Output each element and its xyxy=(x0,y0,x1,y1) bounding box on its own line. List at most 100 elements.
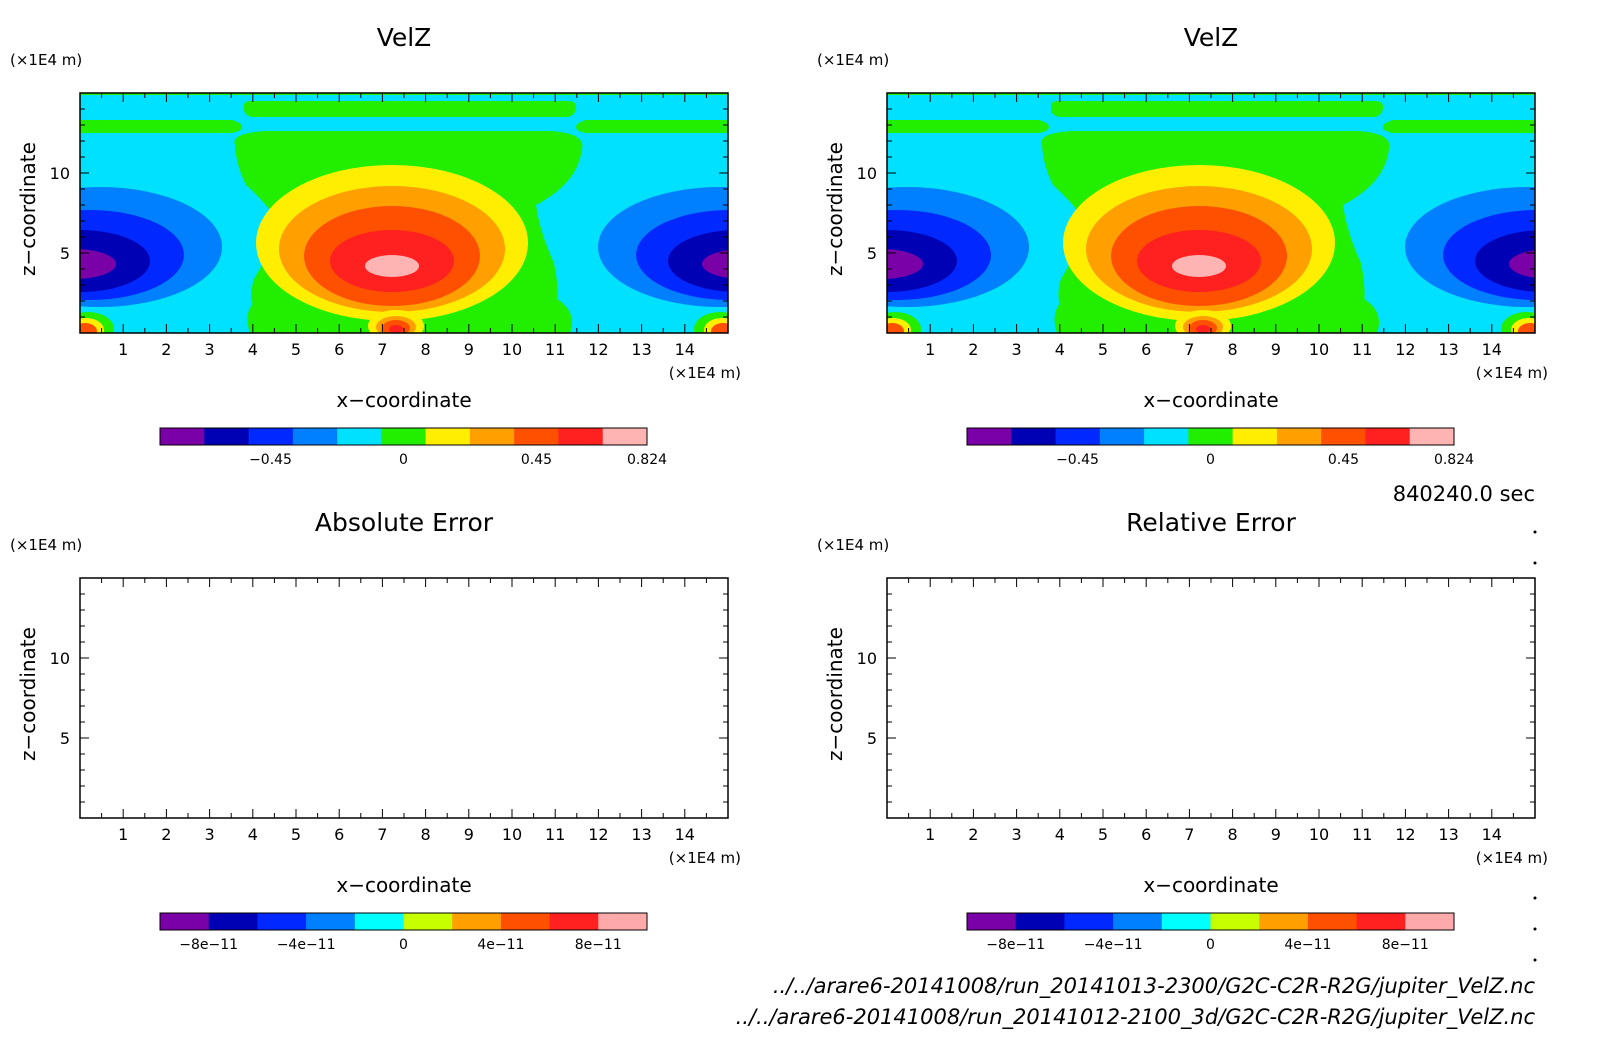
y-axis-label: z−coordinate xyxy=(16,142,40,276)
x-unit-label: (×1E4 m) xyxy=(1476,364,1548,382)
colorbar-tick-label: −4e−11 xyxy=(277,937,336,953)
field-band-upper-mid xyxy=(244,101,576,117)
x-tick-label: 5 xyxy=(1098,340,1108,359)
colorbar-tick-label: −8e−11 xyxy=(179,937,238,953)
colorbar-swatch xyxy=(598,913,648,930)
panel-title: Relative Error xyxy=(1126,508,1296,537)
field-band-upper-r xyxy=(576,120,728,133)
x-tick-label: 8 xyxy=(421,340,431,359)
colorbar-swatch xyxy=(469,428,515,445)
colorbar-swatch xyxy=(1064,913,1114,930)
colorbar-tick-label: −4e−11 xyxy=(1084,937,1143,953)
colorbar-swatch xyxy=(160,428,205,445)
colorbar-swatch xyxy=(292,428,338,445)
x-tick-label: 3 xyxy=(1012,340,1022,359)
panel-title: VelZ xyxy=(1184,23,1239,52)
x-tick-label: 14 xyxy=(675,340,695,359)
colorbar-swatch xyxy=(1307,913,1358,930)
y-unit-label: (×1E4 m) xyxy=(817,51,889,69)
panels-layer: VelZ(×1E4 m)(×1E4 m)1 2 3 4 5 6 7 8 9 10 11 12 13 145… xyxy=(10,23,1548,953)
colorbar-tick-label: 4e−11 xyxy=(1284,937,1331,953)
x-tick-label: 7 xyxy=(1184,340,1194,359)
colorbar-swatch xyxy=(1210,913,1260,930)
file-path-2: ../../arare6-20141008/run_20141012-2100_… xyxy=(736,1005,1536,1030)
y-tick-label: 10 xyxy=(857,164,877,183)
colorbar-swatch xyxy=(500,913,551,930)
colorbar-tick-label: −0.45 xyxy=(249,452,292,468)
y-axis-label: z−coordinate xyxy=(823,627,847,761)
field-small-blob-pos4 xyxy=(1196,325,1210,333)
field-neg-right-2 xyxy=(636,210,728,300)
velz-field-left xyxy=(80,93,728,333)
colorbar-swatch xyxy=(1188,428,1234,445)
field-level-pos5 xyxy=(1172,255,1226,277)
colorbar-tick-label: 0 xyxy=(1206,937,1215,953)
colorbar-swatch xyxy=(967,913,1017,930)
field-corner-left-3 xyxy=(80,323,97,333)
x-tick-label: 7 xyxy=(377,340,387,359)
field-band-upper-r xyxy=(1383,120,1535,133)
field-small-blob-pos4 xyxy=(389,325,403,333)
x-tick-label: 7 xyxy=(377,825,387,844)
colorbar-swatch xyxy=(1144,428,1189,445)
x-tick-label: 6 xyxy=(1141,340,1151,359)
x-tick-label: 13 xyxy=(631,825,651,844)
colorbar-swatch xyxy=(1321,428,1366,445)
colorbar: −0.45 0 0.45 0.824 xyxy=(159,427,667,468)
x-tick-label: 10 xyxy=(1309,340,1329,359)
field-corner-right-3 xyxy=(711,323,728,333)
colorbar-swatch xyxy=(204,428,250,445)
x-tick-label: 9 xyxy=(1271,825,1281,844)
y-axis-label: z−coordinate xyxy=(823,142,847,276)
field-corner-left-3 xyxy=(887,323,904,333)
colorbar-swatch xyxy=(1356,913,1406,930)
colorbar-swatch xyxy=(208,913,258,930)
x-tick-label: 8 xyxy=(1228,340,1238,359)
x-tick-label: 14 xyxy=(1482,340,1502,359)
x-tick-label: 11 xyxy=(545,340,565,359)
x-axis-label: x−coordinate xyxy=(1143,388,1278,412)
colorbar-tick-label: 0.824 xyxy=(1434,452,1474,468)
x-tick-label: 4 xyxy=(1055,825,1065,844)
colorbar-swatch xyxy=(257,913,307,930)
colorbar-frame xyxy=(159,427,648,446)
file-path-1: ../../arare6-20141008/run_20141013-2300/… xyxy=(773,974,1536,999)
panel-title: Absolute Error xyxy=(315,508,494,537)
colorbar-swatch xyxy=(354,913,404,930)
plot-frame xyxy=(79,577,729,819)
colorbar-tick-label: 8e−11 xyxy=(575,937,622,953)
velz-field-right xyxy=(887,93,1535,333)
x-tick-label: 6 xyxy=(1141,825,1151,844)
colorbar-swatch xyxy=(1276,428,1322,445)
x-tick-label: 4 xyxy=(248,825,258,844)
x-tick-label: 10 xyxy=(1309,825,1329,844)
x-tick-label: 2 xyxy=(968,340,978,359)
colorbar-tick-label: −0.45 xyxy=(1056,452,1099,468)
colorbar: −8e−11 −4e−11 0 4e−11 8e−11 xyxy=(159,912,648,953)
colorbar-tick-label: 0.45 xyxy=(521,452,552,468)
x-tick-label: 13 xyxy=(1438,340,1458,359)
field-band-upper xyxy=(887,120,1049,133)
x-tick-label: 12 xyxy=(588,825,608,844)
colorbar: −8e−11 −4e−11 0 4e−11 8e−11 xyxy=(966,912,1455,953)
x-tick-label: 5 xyxy=(291,340,301,359)
field-band-upper xyxy=(80,120,242,133)
colorbar-swatch xyxy=(1409,428,1455,445)
x-tick-label: 11 xyxy=(1352,825,1372,844)
x-tick-label: 5 xyxy=(1098,825,1108,844)
x-tick-label: 9 xyxy=(464,340,474,359)
field-neg-right-4 xyxy=(702,250,728,278)
x-tick-label: 11 xyxy=(545,825,565,844)
x-tick-label: 1 xyxy=(118,340,128,359)
y-unit-label: (×1E4 m) xyxy=(10,51,82,69)
y-tick-label: 5 xyxy=(867,729,877,748)
y-tick-label: 10 xyxy=(50,649,70,668)
y-axis-label: z−coordinate xyxy=(16,627,40,761)
colorbar: −0.45 0 0.45 0.824 xyxy=(966,427,1474,468)
colorbar-swatch xyxy=(425,428,471,445)
colorbar-swatch xyxy=(1055,428,1101,445)
x-tick-label: 7 xyxy=(1184,825,1194,844)
x-tick-label: 4 xyxy=(248,340,258,359)
colorbar-swatch xyxy=(1405,913,1455,930)
